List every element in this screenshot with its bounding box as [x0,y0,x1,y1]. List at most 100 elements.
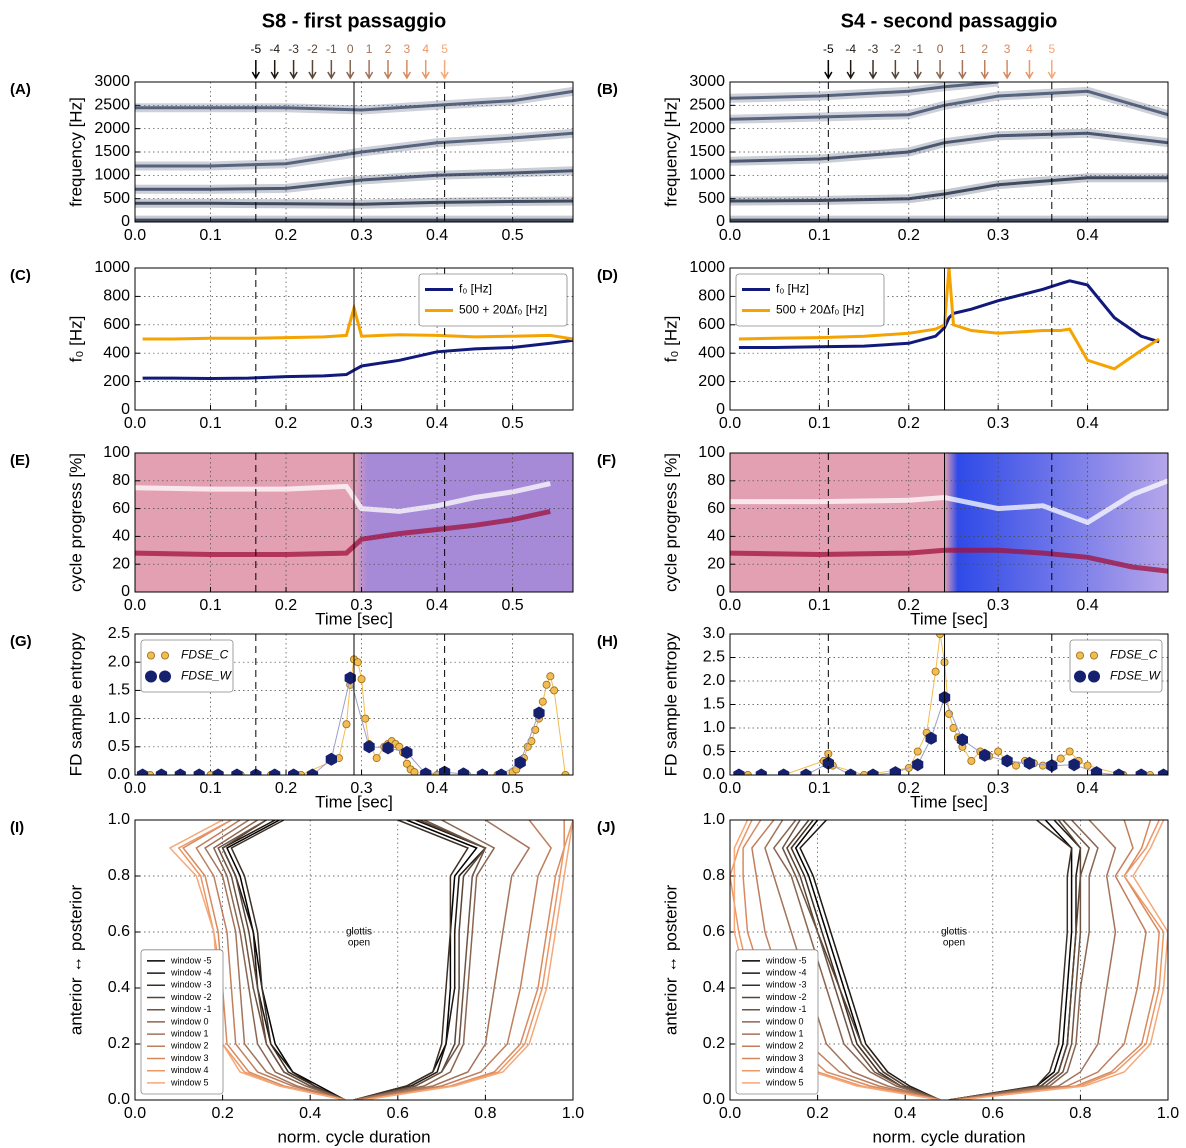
point [860,771,869,775]
y-tick-label: 3.0 [703,625,725,642]
window-arrow [327,60,336,80]
point [344,671,356,685]
y-tick-label: 800 [103,288,130,305]
window-arrow [308,60,317,80]
x-tick-label: 0.4 [299,1105,321,1122]
y-tick-label: 2.0 [108,653,130,670]
point [1065,747,1074,756]
x-tick-label: 0.5 [501,415,523,432]
x-tick-label: 0.2 [898,780,920,797]
x-axis-label: norm. cycle duration [872,1127,1025,1146]
y-tick-label: 500 [698,190,725,207]
formant-track [730,82,999,100]
edge-line [353,820,496,1100]
point [382,741,394,755]
column-title: S4 - second passaggio [841,10,1058,32]
x-tick-label: 0.2 [898,227,920,244]
y-tick-label: 20 [707,555,725,572]
legend-label: FDSE_C [1110,648,1158,662]
plot-frame [134,633,574,776]
y-tick-label: 40 [707,528,725,545]
edge-line [358,820,552,1100]
window-label: -1 [326,42,337,56]
x-tick-label: 0.0 [124,415,146,432]
y-tick-label: 800 [698,288,725,305]
legend-marker [160,651,169,660]
x-tick-label: 0.6 [387,1105,409,1122]
point [967,756,976,765]
y-axis-label: f₀ [Hz] [661,316,680,363]
plot-area [135,86,573,222]
ridge-line [135,508,551,557]
window-arrow [980,60,989,80]
y-tick-label: 1500 [689,143,725,160]
edge-line [948,820,1073,1100]
edge-line [353,820,531,1100]
y-tick-label: 0.6 [108,923,130,940]
ridge-line [135,481,551,514]
y-tick-label: 0.0 [703,766,725,783]
legend-label: window 2 [170,1041,209,1051]
legend-box [735,273,885,327]
y-tick-label: 1.0 [108,811,130,828]
window-arrow [402,60,412,80]
y-axis-label: cycle progress [%] [661,453,680,592]
panel-label: (C) [10,267,31,284]
y-tick-label: 3000 [94,73,130,90]
y-tick-label: 1.5 [108,682,130,699]
legend-label: window -3 [765,980,807,990]
y-tick-label: 2500 [689,97,725,114]
formant-track [135,199,573,206]
x-tick-label: 0.6 [982,1105,1004,1122]
window-label: 1 [959,42,966,56]
point [174,768,186,775]
y-tick-label: 80 [112,472,130,489]
plot-area [730,478,1168,574]
y-tick-label: 200 [103,373,130,390]
heatmap-background [730,453,1168,592]
y-tick-label: 400 [103,344,130,361]
y-tick-label: 0.8 [703,867,725,884]
x-axis-label: Time [sec] [910,792,988,811]
x-tick-label: 0.4 [1076,415,1098,432]
edge-line [948,820,1082,1100]
legend-marker [1090,651,1099,660]
x-tick-label: 0.3 [350,597,372,614]
x-tick-label: 0.0 [719,227,741,244]
window-label: -4 [269,42,280,56]
window-label: -2 [307,42,318,56]
y-tick-label: 2000 [94,120,130,137]
legend-marker [145,670,157,683]
point [353,658,362,667]
y-tick-label: 0.0 [703,1091,725,1108]
plot-area [136,655,570,775]
panel-label: (A) [10,81,31,98]
column-title: S8 - first passaggio [262,10,447,32]
point [1135,768,1147,775]
y-tick-label: 0.0 [108,766,130,783]
point [743,771,752,775]
y-axis-label: anterior ↔ posterior [66,885,85,1036]
y-tick-label: 1000 [689,167,725,184]
panel-label: (H) [597,633,618,650]
y-tick-label: 0.4 [108,979,130,996]
y-tick-label: 0 [716,583,725,600]
x-tick-label: 0.8 [1069,1105,1091,1122]
point [994,747,1003,756]
legend-label: f₀ [Hz] [459,282,492,296]
y-tick-label: 60 [707,500,725,517]
y-tick-label: 0 [121,583,130,600]
window-arrow [824,60,833,80]
x-axis-label: Time [sec] [315,792,393,811]
y-tick-label: 0.6 [703,923,725,940]
legend-label: window 3 [765,1053,804,1063]
window-arrow [935,60,945,80]
legend-label: window 1 [170,1028,209,1038]
formant-track [135,169,573,191]
annotation: open [943,938,965,949]
point [546,672,555,681]
y-tick-label: 0.8 [108,867,130,884]
y-tick-label: 500 [103,190,130,207]
legend-label: window 0 [170,1016,209,1026]
edge-line [362,820,573,1100]
